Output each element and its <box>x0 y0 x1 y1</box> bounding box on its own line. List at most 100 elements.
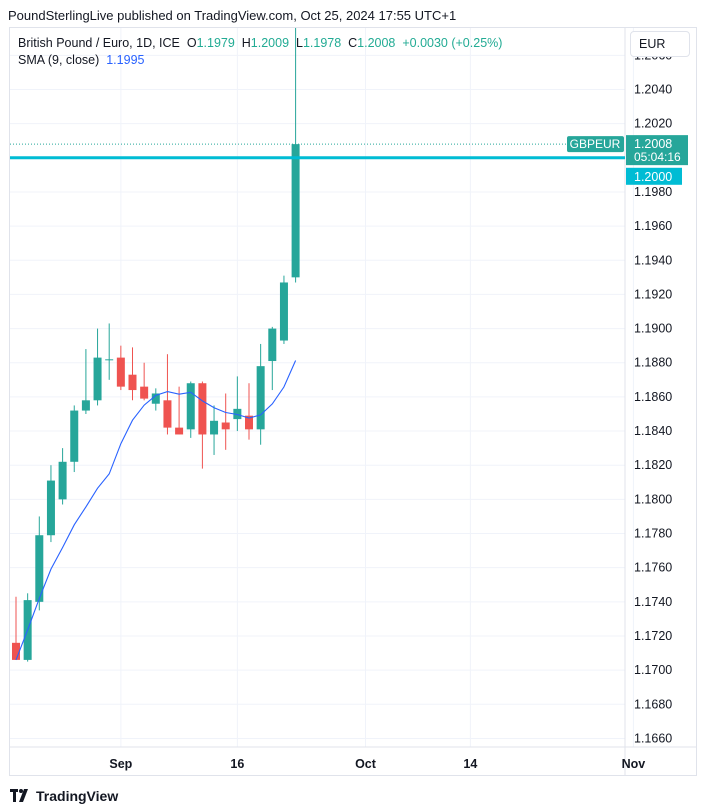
high-label: H <box>241 36 251 50</box>
candle-body <box>12 642 20 660</box>
candle-body <box>186 383 195 430</box>
time-tick-label: Nov <box>622 757 646 771</box>
candles-layer <box>12 28 300 662</box>
last-price-label: 1.2008 <box>634 137 672 151</box>
high-value: 1.2009 <box>250 36 290 50</box>
tradingview-logo-icon <box>10 789 28 802</box>
price-tick-label: 1.1900 <box>634 322 672 336</box>
candle <box>116 345 125 391</box>
sma-value: 1.1995 <box>106 53 145 67</box>
candle-body <box>70 410 79 462</box>
time-tick-label: Oct <box>355 757 377 771</box>
candle-body <box>279 282 288 341</box>
candle <box>151 388 160 411</box>
footer-brand: TradingView <box>10 786 118 806</box>
price-tick-label: 1.1880 <box>634 356 672 370</box>
legend-row-sma: SMA (9, close) 1.1995 <box>18 52 502 69</box>
time-tick-label: 14 <box>463 757 477 771</box>
close-label: C <box>348 36 358 50</box>
candle <box>221 393 230 450</box>
candle <box>256 343 265 445</box>
candle <box>140 362 149 401</box>
candle <box>81 349 90 414</box>
candle-body <box>93 357 102 401</box>
time-axis: Sep 16 Oct 14 Nov <box>109 757 645 771</box>
low-label: L <box>295 36 303 50</box>
ticker-label: GBPEUR <box>570 137 621 151</box>
last-price-label-bg <box>626 135 688 166</box>
price-tick-label: 1.1680 <box>634 697 672 711</box>
candle <box>268 326 277 391</box>
candle <box>58 448 67 505</box>
candle <box>46 465 55 543</box>
price-tick-label: 1.2040 <box>634 82 672 96</box>
price-tick-label: 1.1660 <box>634 731 672 745</box>
open-label: O <box>186 36 197 50</box>
currency-button[interactable]: EUR <box>630 31 690 57</box>
candle <box>291 28 300 283</box>
attribution-text: PoundSterlingLive published on TradingVi… <box>8 8 457 23</box>
candle-body <box>221 422 230 430</box>
candle <box>105 323 114 380</box>
price-tick-label: 1.1840 <box>634 424 672 438</box>
chart-legend: British Pound / Euro, 1D, ICE O1.1979 H1… <box>18 35 502 69</box>
candle <box>70 405 79 473</box>
candle-body <box>163 400 172 428</box>
sma-line <box>15 360 297 661</box>
candle <box>23 593 32 662</box>
price-tick-label: 1.1780 <box>634 527 672 541</box>
candle <box>210 405 219 455</box>
chart-frame <box>9 27 697 776</box>
legend-symbol: British Pound / Euro, 1D, ICE <box>18 36 180 50</box>
candle-body <box>116 357 125 387</box>
candle <box>35 516 44 611</box>
candle-body <box>256 366 265 430</box>
price-tick-label: 1.1940 <box>634 253 672 267</box>
candle <box>279 275 288 344</box>
price-tick-label: 1.1720 <box>634 629 672 643</box>
low-value: 1.1978 <box>302 36 342 50</box>
candle <box>198 381 207 469</box>
price-tick-label: 1.1760 <box>634 561 672 575</box>
candle-body <box>128 374 137 391</box>
price-tick-label: 1.1980 <box>634 185 672 199</box>
candle <box>163 354 172 435</box>
ticker-label-bg <box>567 136 624 153</box>
level-price-label-bg <box>626 167 682 185</box>
price-tick-label: 1.2020 <box>634 117 672 131</box>
price-tick-label: 1.1700 <box>634 663 672 677</box>
candle <box>128 347 137 401</box>
close-value: 1.2008 <box>357 36 396 50</box>
price-tick-label: 1.1860 <box>634 390 672 404</box>
open-value: 1.1979 <box>196 36 235 50</box>
candle <box>186 381 195 438</box>
candle-body <box>291 144 300 278</box>
time-tick-label: 16 <box>230 757 244 771</box>
candle-body <box>175 427 184 435</box>
candle-body <box>245 415 253 430</box>
price-chart[interactable]: 1.20601.20401.20201.19801.19601.19401.19… <box>0 0 707 780</box>
candle-body <box>210 420 219 435</box>
price-tick-label: 1.1740 <box>634 595 672 609</box>
candle-body <box>140 386 149 399</box>
candle <box>233 376 242 432</box>
candle-body <box>268 328 277 362</box>
candle-body <box>58 461 67 500</box>
change-value: +0.0030 (+0.25%) <box>402 36 503 50</box>
price-tick-label: 1.1820 <box>634 458 672 472</box>
candle <box>12 596 20 660</box>
countdown-label: 05:04:16 <box>634 150 681 164</box>
time-tick-label: Sep <box>109 757 132 771</box>
candle <box>93 328 102 406</box>
level-price-label: 1.2000 <box>634 170 672 184</box>
candle-body <box>35 535 44 602</box>
footer-brand-text: TradingView <box>36 788 119 804</box>
price-tick-label: 1.1960 <box>634 219 672 233</box>
price-tick-label: 1.1800 <box>634 492 672 506</box>
candle-body <box>105 359 114 361</box>
candle-body <box>198 383 207 435</box>
legend-row-symbol: British Pound / Euro, 1D, ICE O1.1979 H1… <box>18 35 502 52</box>
price-tick-label: 1.1920 <box>634 287 672 301</box>
candle <box>245 383 253 440</box>
